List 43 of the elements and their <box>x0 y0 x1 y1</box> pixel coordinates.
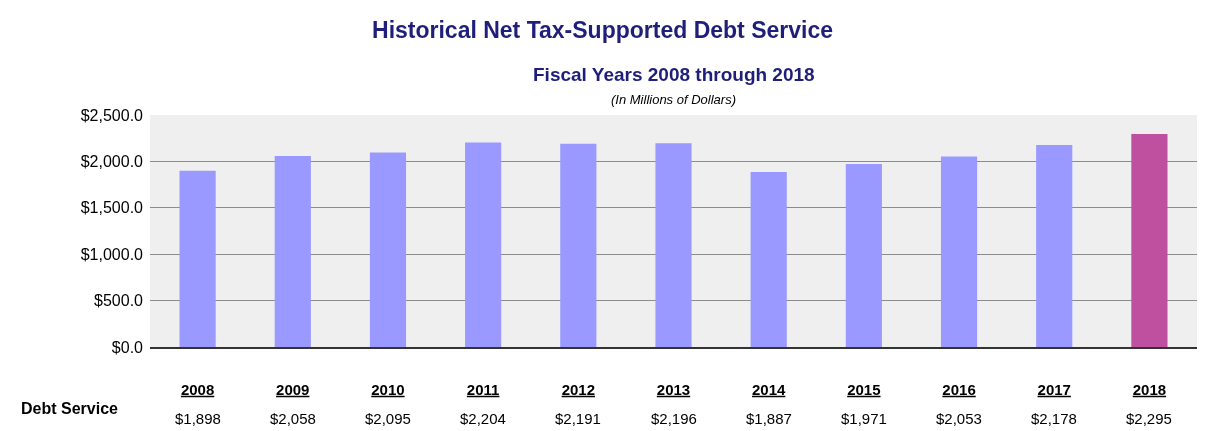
text: (In Millions of Dollars) <box>611 92 736 107</box>
bar <box>1036 144 1073 347</box>
x-tick-label: 2016 <box>942 380 976 398</box>
bar <box>369 152 407 347</box>
data-label: $2,095 <box>365 410 411 427</box>
x-tick-label: 2013 <box>656 380 691 398</box>
bar <box>465 142 502 347</box>
data-label: $2,204 <box>460 410 506 427</box>
y-tick-label: $2,000.0 <box>80 153 144 170</box>
data-label: $1,971 <box>841 410 887 427</box>
x-tick-label: 2014 <box>751 380 787 398</box>
x-tick-label: 2018 <box>1132 380 1167 398</box>
bar <box>179 170 216 347</box>
bar <box>655 143 692 347</box>
bar <box>1131 134 1168 347</box>
data-label: $2,191 <box>555 410 601 427</box>
bar <box>560 143 597 347</box>
bar <box>750 171 787 347</box>
data-label: $2,196 <box>651 410 697 427</box>
y-tick-label: $1,000.0 <box>80 245 144 263</box>
y-tick-label: $500.0 <box>94 292 144 310</box>
x-tick-label: 2015 <box>847 380 881 398</box>
y-tick-label: $1,500.0 <box>80 199 144 217</box>
x-tick-label: 2012 <box>561 380 596 398</box>
bar <box>845 164 882 347</box>
x-tick-label: 2008 <box>180 380 215 398</box>
chart-title: Historical Net Tax-Supported Debt Service <box>372 17 833 44</box>
data-label: $1,887 <box>746 410 792 427</box>
x-tick-label: 2017 <box>1037 380 1071 398</box>
data-label: $2,295 <box>1126 410 1172 427</box>
data-label: $2,178 <box>1031 410 1077 427</box>
x-tick-label: 2009 <box>276 380 310 398</box>
x-tick-label: 2010 <box>371 380 405 398</box>
data-label: $2,053 <box>936 410 982 427</box>
y-tick-label: $0.0 <box>111 338 144 356</box>
bar <box>274 156 311 347</box>
text: Debt Service <box>21 400 119 417</box>
y-tick-label: $2,500.0 <box>80 106 144 124</box>
chart-subtitle: Fiscal Years 2008 through 2018 <box>533 64 815 85</box>
data-label: $1,898 <box>175 410 221 427</box>
x-tick-label: 2011 <box>466 380 500 398</box>
bar <box>940 156 978 347</box>
data-label: $2,058 <box>270 410 316 427</box>
